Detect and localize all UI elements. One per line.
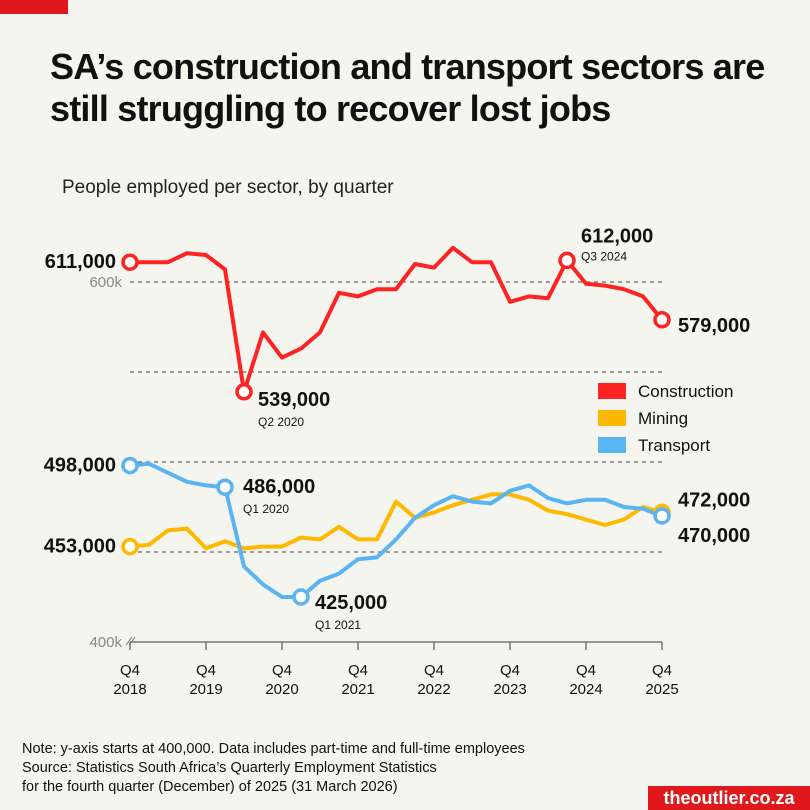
value-label: 486,000 (243, 476, 315, 498)
highlight-marker (235, 383, 253, 401)
chart-subtitle: People employed per sector, by quarter (62, 177, 394, 198)
x-tick-label: 2020 (265, 681, 298, 698)
period-label: Q3 2024 (581, 249, 627, 263)
legend-swatch-mining (598, 410, 626, 426)
x-tick-label: Q4 (196, 662, 216, 679)
chart-title: SA’s construction and transport sectors … (50, 46, 765, 129)
footer-source-2: for the fourth quarter (December) of 202… (22, 779, 398, 795)
y-tick-label: 400k (89, 634, 122, 651)
highlight-marker (558, 251, 576, 270)
series-line-mining (129, 492, 663, 551)
highlight-marker (121, 456, 139, 475)
y-tick-label: 600k (89, 274, 122, 291)
footer-note: Note: y-axis starts at 400,000. Data inc… (22, 741, 525, 757)
x-tick-label: 2018 (113, 681, 146, 698)
x-tick-label: 2025 (645, 681, 678, 698)
value-label: 498,000 (44, 455, 116, 477)
series-line-transport (129, 461, 663, 599)
value-label: 539,000 (258, 389, 330, 411)
x-tick-label: Q4 (576, 662, 596, 679)
highlight-marker (653, 311, 671, 329)
x-tick-label: 2021 (341, 681, 374, 698)
footer-source: Source: Statistics South Africa’s Quarte… (22, 760, 437, 776)
x-tick-label: 2019 (189, 681, 222, 698)
highlight-marker (121, 253, 139, 271)
x-tick-label: 2024 (569, 681, 602, 698)
period-label: Q1 2021 (315, 618, 361, 632)
series-line-construction (130, 245, 664, 394)
x-tick-label: 2023 (493, 681, 526, 698)
value-label: 470,000 (678, 525, 750, 547)
value-label: 472,000 (678, 489, 750, 511)
highlight-marker (292, 588, 310, 606)
footer: Note: y-axis starts at 400,000. Data inc… (22, 740, 525, 797)
highlight-marker (121, 537, 139, 556)
x-tick-label: 2022 (417, 681, 450, 698)
period-label: Q2 2020 (258, 415, 304, 429)
brand-accent-bar (0, 0, 68, 14)
legend-swatch-transport (598, 437, 626, 453)
value-label: 579,000 (678, 315, 750, 337)
x-tick-label: Q4 (424, 662, 444, 679)
period-label: Q1 2020 (243, 502, 289, 516)
x-tick-label: Q4 (120, 662, 140, 679)
x-tick-label: Q4 (272, 662, 292, 679)
highlight-marker (653, 507, 671, 525)
value-label: 611,000 (45, 251, 116, 273)
value-label: 453,000 (44, 536, 116, 558)
legend-label: Transport (638, 436, 710, 455)
legend-swatch-construction (598, 383, 626, 399)
x-tick-label: Q4 (500, 662, 520, 679)
value-label: 425,000 (315, 592, 387, 614)
legend-label: Construction (638, 382, 733, 401)
value-label: 612,000 (581, 225, 653, 247)
brand-link[interactable]: theoutlier.co.za (648, 786, 810, 810)
x-tick-label: Q4 (348, 662, 368, 679)
highlight-marker (216, 478, 234, 496)
x-tick-label: Q4 (652, 662, 672, 679)
legend-label: Mining (638, 409, 688, 428)
